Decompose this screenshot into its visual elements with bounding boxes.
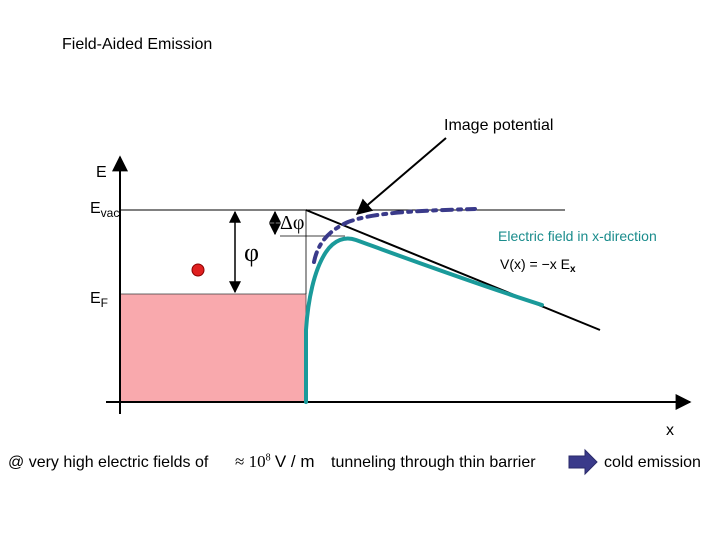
barrier-curve bbox=[304, 236, 544, 404]
caption-approx: ≈ bbox=[235, 452, 245, 471]
electric-field-label: Electric field in x-direction bbox=[498, 228, 657, 244]
potential-equation-main: V(x) = −x E bbox=[500, 256, 571, 272]
metal-region bbox=[119, 293, 307, 403]
phi-label: φ bbox=[244, 238, 260, 267]
diagram-title: Field-Aided Emission bbox=[62, 36, 213, 53]
result-arrow bbox=[568, 448, 598, 476]
e-f-main: E bbox=[90, 290, 101, 307]
e-vac-main: E bbox=[90, 200, 101, 217]
e-vac-sub: vac bbox=[100, 206, 120, 220]
caption-tunneling: tunneling through thin barrier bbox=[331, 454, 536, 471]
image-potential-pointer bbox=[355, 137, 447, 216]
energy-axis-label: E bbox=[96, 164, 107, 181]
delta-phi-label: Δφ bbox=[280, 212, 305, 234]
potential-equation-sub: x bbox=[570, 264, 576, 275]
image-potential-label: Image potential bbox=[444, 117, 554, 134]
potential-equation: V(x) = −x Ex bbox=[500, 256, 576, 275]
caption-field-value: ≈ 108 V / m bbox=[235, 452, 315, 472]
caption-prefix: @ very high electric fields of bbox=[8, 454, 209, 471]
caption-result: cold emission bbox=[604, 454, 701, 471]
e-f-sub: F bbox=[100, 296, 109, 310]
image-potential-curve bbox=[312, 207, 477, 264]
field-line bbox=[305, 209, 601, 331]
caption-value-base: 10 bbox=[248, 452, 266, 471]
electron-dot bbox=[191, 263, 205, 277]
e-f-label: EF bbox=[90, 290, 109, 310]
x-axis-label: x bbox=[666, 422, 674, 439]
caption-units: V / m bbox=[274, 452, 315, 471]
e-vac-label: Evac bbox=[90, 200, 120, 220]
caption-value-exp: 8 bbox=[265, 452, 271, 464]
